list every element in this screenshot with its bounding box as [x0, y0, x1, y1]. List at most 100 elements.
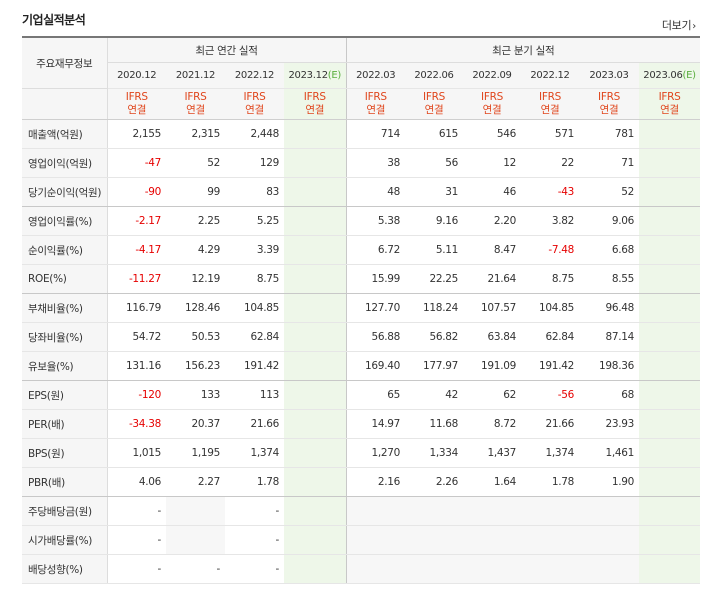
table-cell: - — [107, 525, 166, 555]
table-cell — [639, 525, 701, 555]
table-cell: 8.55 — [579, 264, 639, 294]
table-cell — [639, 177, 701, 207]
table-cell: 1.64 — [463, 467, 521, 497]
table-cell: 9.16 — [405, 206, 463, 236]
period-header: 2022.03 — [346, 62, 405, 89]
table-cell: 15.99 — [346, 264, 405, 294]
table-cell: - — [166, 554, 225, 584]
ifrs-label: IFRS 연결 — [346, 88, 405, 120]
table-cell — [579, 496, 639, 526]
table-cell: 54.72 — [107, 322, 166, 352]
table-cell — [284, 119, 347, 149]
table-cell: 83 — [225, 177, 284, 207]
table-cell — [284, 467, 347, 497]
period-header: 2022.12 — [225, 62, 284, 89]
table-cell — [463, 554, 521, 584]
table-row: 유보율(%) 131.16 156.23 191.42 169.40 177.97 191.… — [22, 351, 701, 381]
table-cell: -56 — [521, 380, 579, 410]
table-cell — [284, 438, 347, 468]
table-cell: 21.66 — [521, 409, 579, 439]
table-cell — [639, 235, 701, 265]
table-cell — [284, 351, 347, 381]
table-cell: 23.93 — [579, 409, 639, 439]
table-cell: 71 — [579, 148, 639, 178]
table-cell: 21.64 — [463, 264, 521, 294]
row-header: 주요재무정보 — [22, 36, 108, 89]
ifrs-label-top: IFRS — [423, 91, 445, 103]
table-cell — [405, 496, 463, 526]
period-header: 2020.12 — [107, 62, 166, 89]
table-cell: 104.85 — [225, 293, 284, 323]
table-cell — [579, 525, 639, 555]
table-cell: 62 — [463, 380, 521, 410]
ifrs-label-bottom: 연결 — [424, 104, 444, 116]
period-label: 2022.12 — [530, 70, 570, 81]
table-cell: 4.06 — [107, 467, 166, 497]
table-cell: 116.79 — [107, 293, 166, 323]
ifrs-label: IFRS 연결 — [405, 88, 463, 120]
table-cell: 5.38 — [346, 206, 405, 236]
period-label: 2022.06 — [414, 70, 454, 81]
table-cell: 8.47 — [463, 235, 521, 265]
ifrs-label: IFRS 연결 — [579, 88, 639, 120]
table-cell: 63.84 — [463, 322, 521, 352]
table-cell — [284, 380, 347, 410]
table-cell: -47 — [107, 148, 166, 178]
row-label: 부채비율(%) — [22, 293, 108, 323]
table-cell — [579, 554, 639, 584]
table-cell: 2,155 — [107, 119, 166, 149]
table-cell — [166, 496, 225, 526]
table-cell: 1,334 — [405, 438, 463, 468]
ifrs-label: IFRS 연결 — [166, 88, 225, 120]
table-cell: 1.78 — [521, 467, 579, 497]
table-row: PBR(배) 4.06 2.27 1.78 2.16 2.26 1.64 1.78 1.90 — [22, 467, 701, 497]
table-cell — [639, 119, 701, 149]
table-cell: 21.66 — [225, 409, 284, 439]
table-cell: 6.72 — [346, 235, 405, 265]
row-label: 주당배당금(원) — [22, 496, 108, 526]
table-cell: 156.23 — [166, 351, 225, 381]
table-cell — [284, 525, 347, 555]
table-cell: 177.97 — [405, 351, 463, 381]
table-cell: 133 — [166, 380, 225, 410]
table-cell — [284, 177, 347, 207]
table-cell: -43 — [521, 177, 579, 207]
table-cell: 56.88 — [346, 322, 405, 352]
table-cell: -7.48 — [521, 235, 579, 265]
table-row: PER(배) -34.38 20.37 21.66 14.97 11.68 8.72 21.6… — [22, 409, 701, 439]
row-label: ROE(%) — [22, 264, 108, 294]
period-header: 2023.06(E) — [639, 62, 701, 89]
table-cell: 62.84 — [521, 322, 579, 352]
table-row: 당좌비율(%) 54.72 50.53 62.84 56.88 56.82 63.84 62.… — [22, 322, 701, 352]
table-cell: 48 — [346, 177, 405, 207]
row-label: PER(배) — [22, 409, 108, 439]
ifrs-label-top: IFRS — [481, 91, 503, 103]
table-cell: 169.40 — [346, 351, 405, 381]
ifrs-label-bottom: 연결 — [599, 104, 619, 116]
table-cell: 129 — [225, 148, 284, 178]
table-cell — [521, 525, 579, 555]
ifrs-label-bottom: 연결 — [482, 104, 502, 116]
ifrs-label-bottom: 연결 — [660, 104, 679, 116]
table-cell: 3.39 — [225, 235, 284, 265]
table-cell: 2.20 — [463, 206, 521, 236]
table-cell: 20.37 — [166, 409, 225, 439]
table-cell: 14.97 — [346, 409, 405, 439]
ifrs-label-top: IFRS — [125, 91, 148, 103]
table-cell: 46 — [463, 177, 521, 207]
table-cell: 96.48 — [579, 293, 639, 323]
table-cell: 52 — [579, 177, 639, 207]
table-cell: 12 — [463, 148, 521, 178]
table-cell: 1.78 — [225, 467, 284, 497]
more-link[interactable]: 더보기› — [662, 17, 696, 33]
row-label: 영업이익률(%) — [22, 206, 108, 236]
period-header: 2022.06 — [405, 62, 463, 89]
table-row: ROE(%) -11.27 12.19 8.75 15.99 22.25 21.64 8.75… — [22, 264, 701, 294]
table-row: 순이익률(%) -4.17 4.29 3.39 6.72 5.11 8.47 -7.48 6.6… — [22, 235, 701, 265]
period-label: 2020.12 — [117, 70, 157, 81]
table-cell: 1,195 — [166, 438, 225, 468]
table-cell: -90 — [107, 177, 166, 207]
table-cell: 8.75 — [225, 264, 284, 294]
table-cell: 198.36 — [579, 351, 639, 381]
table-cell: - — [225, 525, 284, 555]
